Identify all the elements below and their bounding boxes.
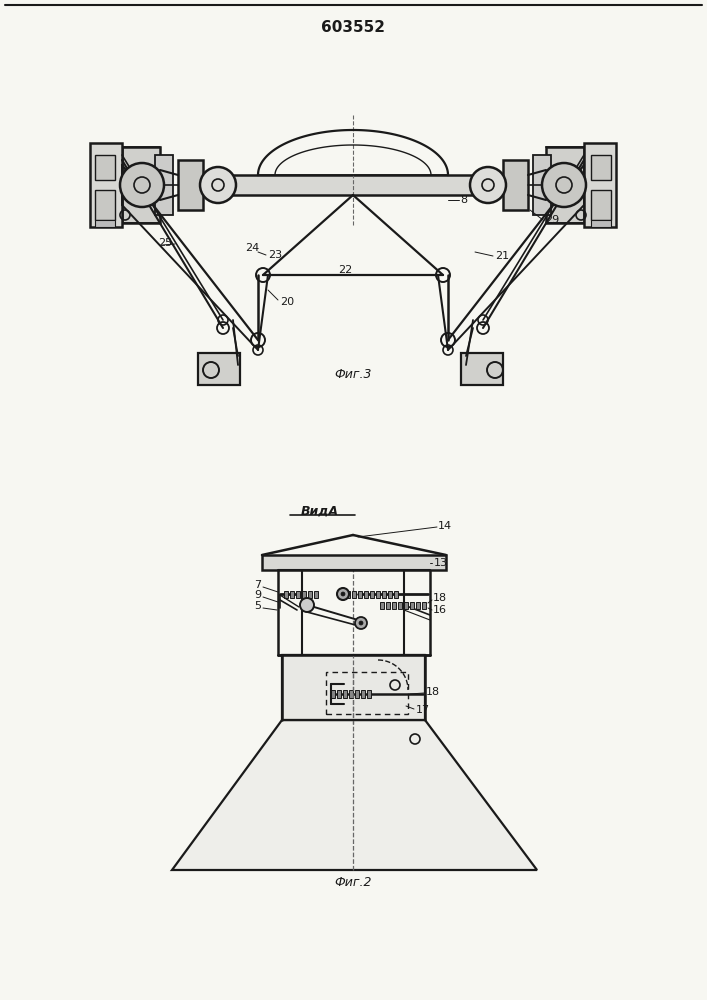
Text: 24: 24: [245, 243, 259, 253]
Bar: [591, 190, 611, 220]
Bar: [290, 590, 294, 597]
Bar: [404, 602, 408, 609]
Text: ВидА: ВидА: [301, 504, 339, 518]
Bar: [340, 590, 344, 597]
Circle shape: [341, 592, 345, 596]
Bar: [198, 353, 240, 385]
Circle shape: [359, 621, 363, 625]
Text: 25: 25: [158, 238, 172, 248]
Bar: [337, 690, 341, 698]
Bar: [376, 590, 380, 597]
Bar: [370, 590, 374, 597]
Bar: [416, 602, 420, 609]
Polygon shape: [172, 720, 537, 870]
Bar: [122, 147, 160, 223]
Bar: [546, 147, 584, 223]
Circle shape: [300, 598, 314, 612]
Text: 20: 20: [280, 297, 294, 307]
Bar: [380, 602, 384, 609]
Bar: [308, 590, 312, 597]
Text: 21: 21: [495, 251, 509, 261]
Bar: [90, 143, 122, 227]
Bar: [282, 655, 425, 720]
Circle shape: [337, 588, 349, 600]
Text: 16: 16: [433, 605, 447, 615]
Bar: [95, 190, 115, 220]
Text: 9: 9: [254, 590, 261, 600]
Bar: [364, 590, 368, 597]
Bar: [591, 220, 611, 227]
Text: 14: 14: [438, 521, 452, 531]
Bar: [203, 175, 503, 195]
Text: Фиг.2: Фиг.2: [334, 876, 372, 888]
Circle shape: [542, 163, 586, 207]
Bar: [361, 690, 365, 698]
Bar: [331, 690, 335, 698]
Bar: [382, 590, 386, 597]
Bar: [584, 143, 616, 227]
Text: 603552: 603552: [321, 20, 385, 35]
Bar: [296, 590, 300, 597]
Bar: [410, 602, 414, 609]
Bar: [388, 590, 392, 597]
Text: 5: 5: [254, 601, 261, 611]
Text: 17: 17: [416, 705, 430, 715]
Bar: [422, 602, 426, 609]
Circle shape: [355, 617, 367, 629]
Text: 8: 8: [460, 195, 467, 205]
Text: 23: 23: [268, 250, 282, 260]
Text: 13: 13: [434, 558, 448, 568]
Bar: [326, 672, 408, 714]
Bar: [394, 590, 398, 597]
Text: 29: 29: [545, 215, 559, 225]
Bar: [503, 160, 528, 210]
Bar: [343, 690, 347, 698]
Bar: [461, 353, 503, 385]
Text: Фиг.3: Фиг.3: [334, 368, 372, 381]
Bar: [284, 590, 288, 597]
Text: 18: 18: [426, 687, 440, 697]
Bar: [302, 590, 306, 597]
Bar: [352, 590, 356, 597]
Circle shape: [470, 167, 506, 203]
Bar: [358, 590, 362, 597]
Bar: [314, 590, 318, 597]
Bar: [346, 590, 350, 597]
Bar: [386, 602, 390, 609]
Bar: [533, 155, 551, 215]
Bar: [392, 602, 396, 609]
Bar: [367, 690, 371, 698]
Bar: [95, 220, 115, 227]
Circle shape: [120, 163, 164, 207]
Bar: [398, 602, 402, 609]
Polygon shape: [262, 555, 446, 570]
Bar: [95, 155, 115, 180]
Text: 22: 22: [338, 265, 352, 275]
Bar: [178, 160, 203, 210]
Bar: [349, 690, 353, 698]
Bar: [355, 690, 359, 698]
Bar: [591, 155, 611, 180]
Bar: [155, 155, 173, 215]
Text: 7: 7: [254, 580, 261, 590]
Circle shape: [200, 167, 236, 203]
Text: 18: 18: [433, 593, 447, 603]
